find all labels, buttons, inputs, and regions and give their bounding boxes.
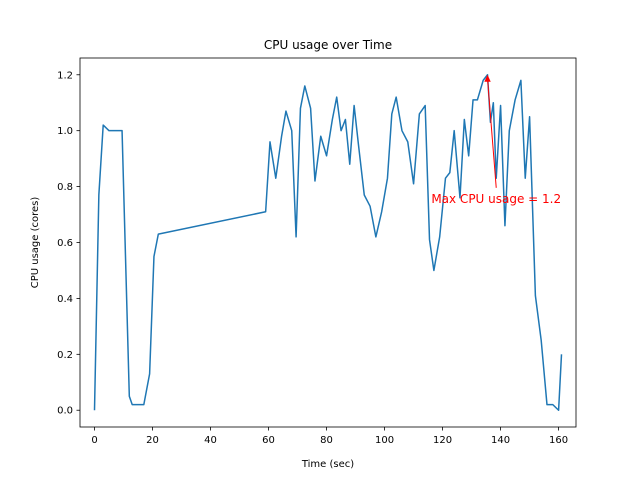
x-tick-label: 20 xyxy=(146,435,159,446)
x-tick-label: 80 xyxy=(320,435,333,446)
y-axis-label: CPU usage (cores) xyxy=(30,197,41,289)
y-axis: 0.0 0.2 0.4 0.6 0.8 1.0 1.2 xyxy=(57,70,80,417)
chart-title: CPU usage over Time xyxy=(264,38,392,52)
x-tick-label: 100 xyxy=(375,435,394,446)
y-tick-label: 0.8 xyxy=(57,182,73,193)
x-tick-label: 140 xyxy=(491,435,510,446)
x-axis-label: Time (sec) xyxy=(301,459,354,470)
y-tick-label: 1.2 xyxy=(57,70,73,81)
x-tick-label: 160 xyxy=(549,435,568,446)
annotation-arrow xyxy=(487,78,497,188)
annotation-arrowhead xyxy=(484,74,491,82)
y-tick-label: 1.0 xyxy=(57,126,73,137)
x-tick-label: 120 xyxy=(433,435,452,446)
y-tick-label: 0.0 xyxy=(57,406,73,417)
y-tick-label: 0.2 xyxy=(57,350,73,361)
y-tick-label: 0.6 xyxy=(57,238,73,249)
series-line xyxy=(93,74,563,411)
x-tick-label: 60 xyxy=(262,435,275,446)
x-tick-label: 0 xyxy=(91,435,97,446)
y-tick-label: 0.4 xyxy=(57,294,73,305)
series-layer xyxy=(93,74,563,411)
x-tick-label: 40 xyxy=(204,435,217,446)
annotation-text: Max CPU usage = 1.2 xyxy=(431,192,561,206)
x-axis: 0 20 40 60 80 100 120 140 160 xyxy=(91,427,568,446)
annotation-layer: Max CPU usage = 1.2 xyxy=(431,74,561,206)
